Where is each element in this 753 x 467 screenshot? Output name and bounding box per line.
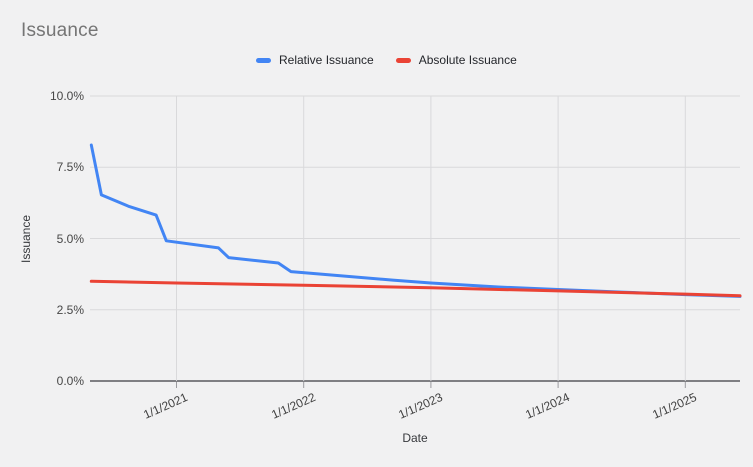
- legend-item-1: Absolute Issuance: [395, 53, 517, 67]
- chart-legend: Relative Issuance Absolute Issuance: [256, 53, 517, 67]
- y-tick-label: 2.5%: [56, 302, 84, 317]
- x-axis-title: Date: [402, 431, 428, 445]
- legend-item-0: Relative Issuance: [256, 53, 374, 67]
- y-axis-title: Issuance: [19, 214, 33, 264]
- chart-title: Issuance: [21, 20, 99, 41]
- legend-swatch-icon: [395, 57, 411, 63]
- legend-swatch-icon: [256, 57, 271, 63]
- y-tick-label: 10.0%: [49, 89, 84, 103]
- series-line-1: [89, 279, 742, 298]
- y-tick-label: 7.5%: [56, 160, 84, 175]
- legend-label: Relative Issuance: [279, 53, 374, 67]
- y-tick-label: 5.0%: [56, 231, 84, 246]
- legend-label: Absolute Issuance: [418, 53, 517, 67]
- y-tick-label: 0.0%: [56, 374, 84, 388]
